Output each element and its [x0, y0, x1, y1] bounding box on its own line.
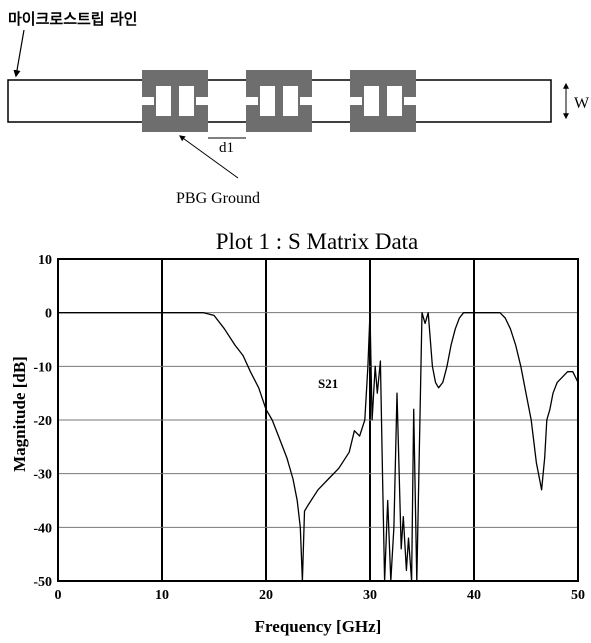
y-tick-label: 0: [45, 307, 52, 322]
y-tick-label: -20: [33, 414, 52, 429]
y-tick-label: -50: [33, 575, 52, 590]
series-line-s21: [58, 312, 579, 582]
x-tick-label: 20: [259, 588, 273, 603]
y-tick-label: -40: [33, 521, 52, 536]
pbg-cell-1: [142, 70, 208, 132]
pbg-arrow: [179, 135, 239, 179]
tick-labels: 0 10 20 30 40 50 10 0 -10 -20 -30 -40 -50: [33, 253, 585, 603]
annotations: S21: [318, 376, 338, 391]
x-tick-label: 30: [363, 588, 377, 603]
d1-label: d1: [219, 140, 234, 156]
x-tick-label: 0: [55, 588, 62, 603]
y-tick-label: -30: [33, 468, 52, 483]
y-tick-label: 10: [38, 253, 52, 268]
x-tick-label: 50: [571, 588, 585, 603]
pbg-cell-3: [350, 70, 416, 132]
chart-title: Plot 1 : S Matrix Data: [216, 229, 419, 254]
microstrip-arrow: [13, 29, 25, 78]
microstrip-line-label: 마이크로스트립 라인: [8, 10, 137, 28]
y-axis-label: Magnitude [dB]: [10, 356, 29, 472]
series-layer: [58, 312, 579, 582]
w-label: W: [574, 95, 590, 112]
y-tick-label: -10: [33, 360, 52, 375]
x-tick-label: 10: [155, 588, 169, 603]
plot-frame: [57, 258, 579, 582]
annotation-label: S21: [318, 376, 338, 391]
x-tick-label: 40: [467, 588, 481, 603]
chart: Plot 1 : S Matrix Data Magnitude [dB] Fr…: [10, 229, 585, 636]
pbg-cell-2: [246, 70, 312, 132]
pbg-diagram: 마이크로스트립 라인 d1: [7, 10, 590, 207]
pbg-ground-label: PBG Ground: [176, 190, 260, 207]
x-axis-label: Frequency [GHz]: [255, 617, 382, 636]
